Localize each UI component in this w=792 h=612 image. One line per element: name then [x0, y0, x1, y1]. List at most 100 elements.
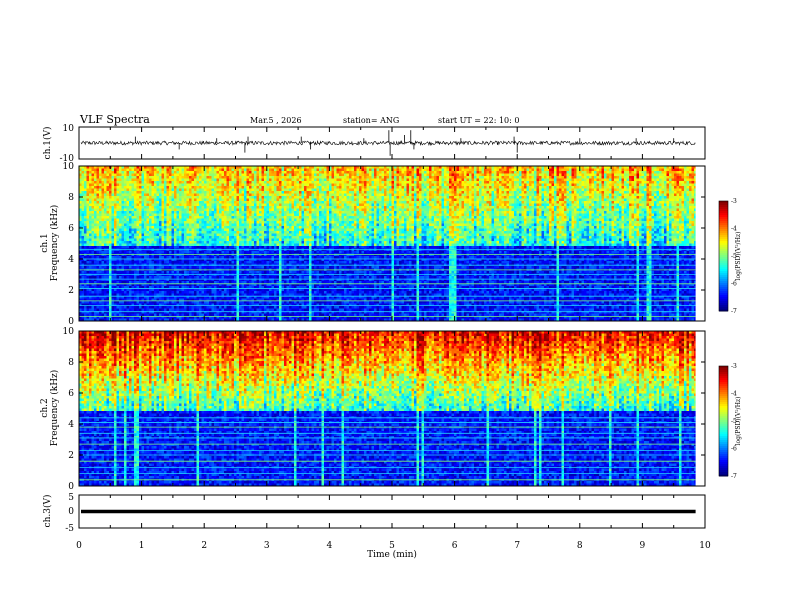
- spectrogram-cell: [82, 174, 85, 177]
- spectrogram-cell: [352, 169, 355, 172]
- spectrogram-cell: [599, 174, 602, 177]
- spectrogram-cell: [429, 179, 432, 182]
- spectrogram-cell: [219, 171, 222, 174]
- spectrogram-cell: [367, 169, 370, 172]
- spectrogram-cell: [317, 169, 320, 172]
- spectrogram-cell: [409, 176, 412, 179]
- spectrogram-cell: [677, 169, 680, 172]
- spectrogram-cell: [89, 179, 92, 182]
- spectrogram-cell: [334, 179, 337, 182]
- spectrogram-cell: [309, 179, 312, 182]
- spectrogram-cell: [104, 174, 107, 177]
- spectrogram-cell: [304, 179, 307, 182]
- spectrogram-cell: [149, 174, 152, 177]
- spectrogram-cell: [474, 179, 477, 182]
- spectrogram-cell: [314, 174, 317, 177]
- spectrogram-cell: [354, 176, 357, 179]
- spectrogram-cell: [657, 169, 660, 172]
- spectrogram-cell: [222, 179, 225, 182]
- spectrogram-cell: [637, 174, 640, 177]
- spectrogram-cell: [539, 171, 542, 174]
- spectrogram-cell: [462, 171, 465, 174]
- spectrogram-cell: [354, 174, 357, 177]
- spectrogram-cell: [362, 171, 365, 174]
- spectrogram-cell: [569, 174, 572, 177]
- spectrogram-cell: [417, 179, 420, 182]
- spectrogram-cell: [224, 174, 227, 177]
- spectrogram-cell: [507, 174, 510, 177]
- spectrogram-cell: [492, 176, 495, 179]
- ch1-waveform-line: [81, 141, 696, 145]
- spectrogram-cell: [524, 169, 527, 172]
- spectrogram-cell: [502, 174, 505, 177]
- spectrogram-cell: [424, 169, 427, 172]
- spectrogram-cell: [302, 169, 305, 172]
- spectrogram-cell: [402, 169, 405, 172]
- spectrogram-cell: [544, 171, 547, 174]
- spectrogram-cell: [627, 174, 630, 177]
- spectrogram-cell: [294, 176, 297, 179]
- spectrogram-cell: [464, 171, 467, 174]
- spectrogram-cell: [484, 171, 487, 174]
- spectrogram-cell: [507, 179, 510, 182]
- spectrogram-cell: [577, 174, 580, 177]
- spectrogram-cell: [232, 174, 235, 177]
- spectrogram-cell: [139, 171, 142, 174]
- spectrogram-cell: [84, 174, 87, 177]
- spectrogram-cell: [432, 174, 435, 177]
- spectrogram-cell: [679, 176, 682, 179]
- spectrogram-cell: [497, 169, 500, 172]
- spectrogram-cell: [287, 179, 290, 182]
- spectrogram-cell: [214, 171, 217, 174]
- spectrogram-cell: [384, 171, 387, 174]
- spectrogram-cell: [549, 174, 552, 177]
- spectrogram-cell: [174, 174, 177, 177]
- spectrogram-cell: [572, 176, 575, 179]
- spectrogram-cell: [587, 176, 590, 179]
- spectrogram-cell: [519, 169, 522, 172]
- spectrogram-cell: [629, 171, 632, 174]
- spectrogram-cell: [439, 169, 442, 172]
- spectrogram-cell: [667, 174, 670, 177]
- spectrogram-cell: [409, 169, 412, 172]
- spectrogram-cell: [122, 179, 125, 182]
- spectrogram-cell: [634, 176, 637, 179]
- spectrogram-cell: [92, 176, 95, 179]
- spectrogram-cell: [284, 176, 287, 179]
- spectrogram-cell: [572, 171, 575, 174]
- spectrogram-cell: [299, 171, 302, 174]
- spectrogram-cell: [122, 176, 125, 179]
- spectrogram-cell: [162, 179, 165, 182]
- spectrogram-cell: [359, 171, 362, 174]
- spectrogram-cell: [462, 179, 465, 182]
- spectrogram-cell: [217, 171, 220, 174]
- spectrogram-cell: [344, 171, 347, 174]
- spectrogram-cell: [257, 179, 260, 182]
- spectrogram-cell: [179, 179, 182, 182]
- spectrogram-cell: [657, 171, 660, 174]
- spectrogram-cell: [192, 179, 195, 182]
- spectrogram-cell: [542, 171, 545, 174]
- spectrogram-cell: [604, 169, 607, 172]
- spectrogram-cell: [367, 174, 370, 177]
- spectrogram-cell: [484, 174, 487, 177]
- spectrogram-cell: [407, 174, 410, 177]
- spectrogram-cell: [184, 174, 187, 177]
- spectrogram-cell: [292, 171, 295, 174]
- spectrogram-cell: [217, 176, 220, 179]
- spectrogram-cell: [202, 171, 205, 174]
- spectrogram-cell: [624, 176, 627, 179]
- spectrogram-cell: [422, 179, 425, 182]
- spectrogram-cell: [632, 176, 635, 179]
- spectrogram-cell: [424, 179, 427, 182]
- spectrogram-cell: [667, 171, 670, 174]
- spectrogram-cell: [427, 171, 430, 174]
- spectrogram-cell: [162, 176, 165, 179]
- spectrogram-cell: [544, 169, 547, 172]
- spectrogram-cell: [447, 179, 450, 182]
- spectrogram-cell: [207, 179, 210, 182]
- spectrogram-cell: [467, 176, 470, 179]
- spectrogram-cell: [297, 174, 300, 177]
- spectrogram-cell: [317, 179, 320, 182]
- spectrogram-cell: [669, 171, 672, 174]
